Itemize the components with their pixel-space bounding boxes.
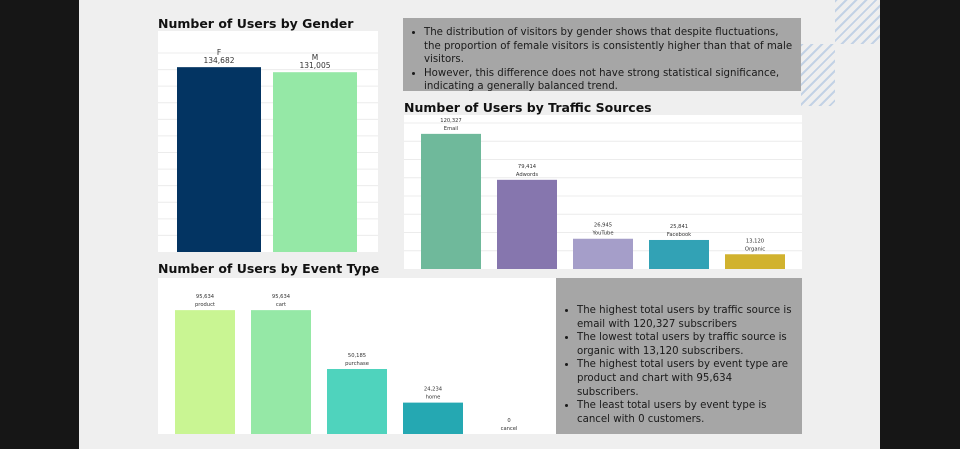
gender-summary-note: The distribution of visitors by gender s… bbox=[403, 18, 801, 94]
category-label: purchase bbox=[345, 361, 369, 367]
value-label: 0 bbox=[507, 418, 510, 424]
value-label: 24,234 bbox=[424, 387, 443, 393]
category-label: product bbox=[195, 302, 215, 308]
event-chart-title: Number of Users by Event Type bbox=[158, 261, 380, 276]
bar-cart bbox=[251, 310, 311, 434]
traffic-chart-title: Number of Users by Traffic Sources bbox=[404, 100, 652, 115]
bar-m bbox=[273, 72, 357, 252]
insights-note: The highest total users by traffic sourc… bbox=[556, 278, 802, 434]
decor-stripes-top bbox=[835, 0, 880, 44]
value-label: 50,185 bbox=[348, 353, 366, 359]
bar-facebook bbox=[649, 239, 709, 269]
event-chart-svg: 95,634 product 95,634 cart 50,185 purchase 24,… bbox=[175, 294, 518, 434]
gender-summary-list: The distribution of visitors by gender s… bbox=[403, 26, 793, 94]
value-label: 25,841 bbox=[670, 224, 688, 230]
bar-email bbox=[421, 133, 481, 269]
value-label: 120,327 bbox=[440, 118, 461, 124]
event-chart: 95,634 product 95,634 cart 50,185 purchase 24,… bbox=[158, 278, 556, 434]
decor-stripes-middle bbox=[801, 44, 835, 106]
gender-chart: 134,682 F 131,005 M bbox=[158, 31, 378, 252]
value-label: 79,414 bbox=[518, 164, 537, 170]
category-label: cancel bbox=[501, 426, 518, 432]
insight-item: The lowest total users by traffic source… bbox=[577, 331, 794, 358]
traffic-chart-svg: 120,327 Email 79,414 Adwords 26,945 YouTube 25… bbox=[404, 118, 802, 269]
category-label: Facebook bbox=[667, 232, 691, 238]
value-label: 95,634 bbox=[272, 294, 291, 300]
value-label: 131,005 bbox=[299, 61, 330, 70]
category-label: F bbox=[217, 48, 221, 57]
gender-summary-item: However, this difference does not have s… bbox=[424, 67, 793, 94]
category-label: Email bbox=[444, 126, 458, 132]
value-label: 134,682 bbox=[203, 56, 234, 65]
bar-adwords bbox=[497, 179, 557, 269]
category-label: YouTube bbox=[591, 231, 613, 237]
gender-summary-item: The distribution of visitors by gender s… bbox=[424, 26, 793, 67]
bar-purchase bbox=[327, 368, 387, 434]
dashboard-slide: Number of Users by Gender 134,682 F 131,00… bbox=[79, 0, 880, 449]
insight-item: The highest total users by traffic sourc… bbox=[577, 304, 794, 331]
category-label: cart bbox=[276, 302, 286, 308]
insights-list: The highest total users by traffic sourc… bbox=[556, 304, 794, 426]
bar-organic bbox=[725, 254, 785, 269]
value-label: 26,945 bbox=[594, 223, 612, 229]
bar-f bbox=[177, 67, 261, 252]
category-label: M bbox=[312, 53, 318, 62]
category-label: Organic bbox=[745, 246, 765, 252]
category-label: home bbox=[426, 395, 441, 401]
value-label: 95,634 bbox=[196, 294, 215, 300]
gender-chart-title: Number of Users by Gender bbox=[158, 16, 354, 31]
bar-home bbox=[403, 402, 463, 434]
category-label: Adwords bbox=[516, 172, 539, 178]
value-label: 13,120 bbox=[746, 238, 764, 244]
insight-item: The highest total users by event type ar… bbox=[577, 358, 794, 399]
insight-item: The least total users by event type is c… bbox=[577, 399, 794, 426]
bar-product bbox=[175, 310, 235, 434]
traffic-chart: 120,327 Email 79,414 Adwords 26,945 YouTube 25… bbox=[404, 115, 802, 269]
bar-youtube bbox=[573, 238, 633, 269]
